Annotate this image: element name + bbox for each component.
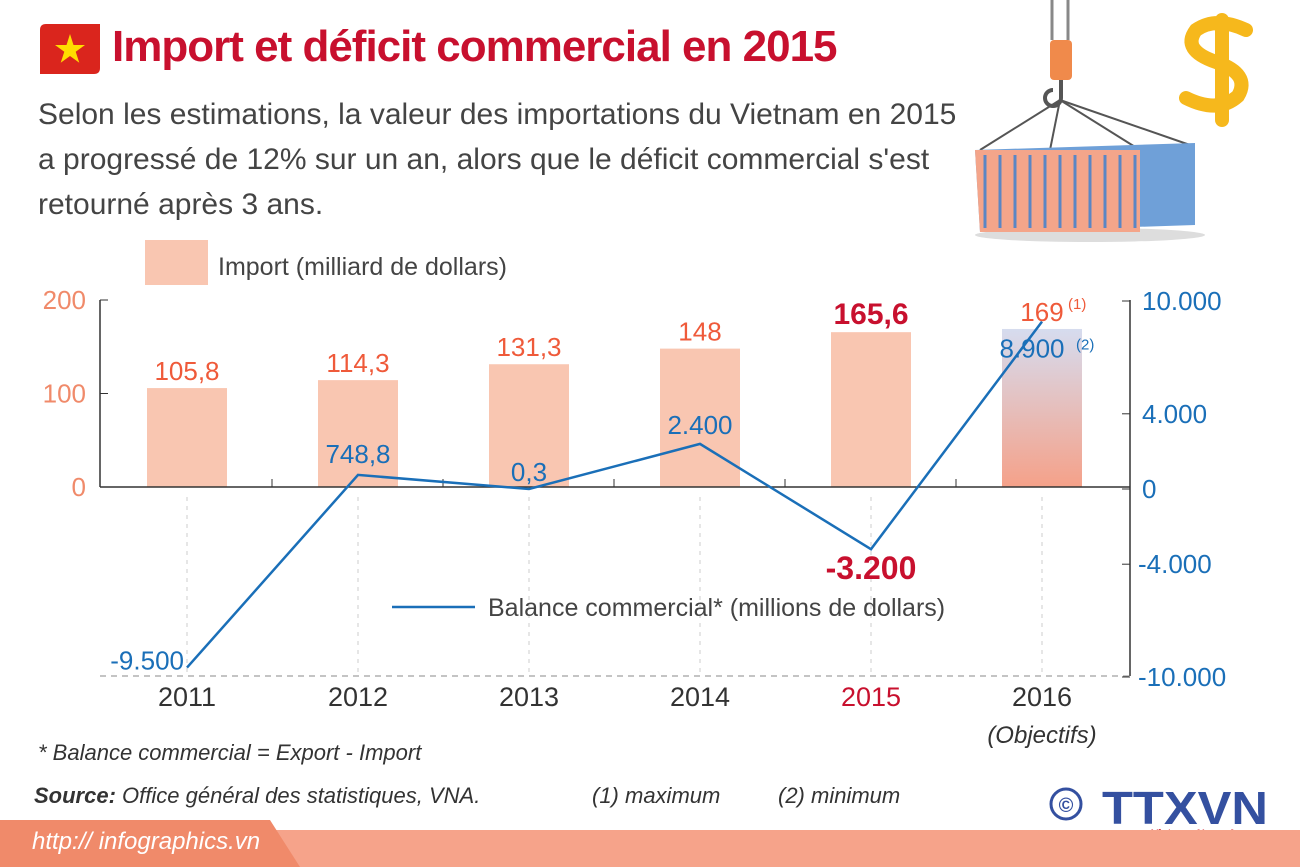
copyright-symbol: © <box>1059 795 1074 817</box>
container-crane-illustration <box>975 0 1253 242</box>
x-tick-label-2014: 2014 <box>670 682 730 712</box>
balance-label: 2.400 <box>667 410 732 440</box>
right-tick-label: 0 <box>1142 474 1156 504</box>
left-tick-label: 0 <box>72 472 86 502</box>
x-tick-label-2015: 2015 <box>841 682 901 712</box>
balance-label: 0,3 <box>511 457 547 487</box>
note-minimum: (2) minimum <box>778 783 901 808</box>
bar-label-note: (1) <box>1068 296 1086 313</box>
left-tick-label: 100 <box>43 379 86 409</box>
dollar-sign-icon <box>1179 13 1253 127</box>
source-text: Office général des statistiques, VNA. <box>115 783 481 808</box>
footer-bar <box>0 820 1300 867</box>
right-tick-label: -4.000 <box>1138 549 1212 579</box>
right-tick-label: 4.000 <box>1142 399 1207 429</box>
footnote: * Balance commercial = Export - Import <box>38 740 422 765</box>
bar-label: 114,3 <box>326 348 389 378</box>
left-tick-label: 200 <box>43 285 86 315</box>
bar-import-2014 <box>660 348 740 487</box>
x-tick-sublabel: (Objectifs) <box>987 722 1096 749</box>
bar-label: 105,8 <box>154 356 219 386</box>
balance-line <box>186 320 1043 669</box>
bar-label: 165,6 <box>833 298 908 331</box>
source-label: Source: <box>34 783 116 808</box>
bar-label: 148 <box>678 317 721 347</box>
note-maximum: (1) maximum <box>592 783 721 808</box>
bar-import-2011 <box>147 388 227 487</box>
right-tick-label: -10.000 <box>1138 662 1226 692</box>
page-title: Import et déficit commercial en 2015 <box>112 22 838 71</box>
legend-import-label: Import (milliard de dollars) <box>218 253 507 281</box>
balance-label: 8.900 <box>999 334 1064 364</box>
website-link[interactable]: http:// infographics.vn <box>32 828 261 855</box>
bar-import-2015 <box>831 332 911 487</box>
balance-label-note: (2) <box>1076 337 1094 354</box>
logo-text: TTXVN <box>1102 782 1268 834</box>
bar-import-2012 <box>318 380 398 487</box>
bar-import-2013 <box>489 364 569 487</box>
x-tick-label-2013: 2013 <box>499 682 559 712</box>
source: Source: Office général des statistiques,… <box>34 783 480 809</box>
balance-label: -3.200 <box>826 550 917 586</box>
legend-balance-label: Balance commercial* (millions de dollars… <box>488 594 945 622</box>
x-tick-label-2012: 2012 <box>328 682 388 712</box>
subtitle: Selon les estimations, la valeur des imp… <box>38 98 957 221</box>
right-tick-label: 10.000 <box>1142 286 1222 316</box>
balance-label: 748,8 <box>325 439 390 469</box>
legend-import-swatch <box>145 240 208 285</box>
bar-label: 131,3 <box>496 332 561 362</box>
x-tick-label-2011: 2011 <box>158 682 216 712</box>
x-tick-label-2016: 2016 <box>1012 682 1072 712</box>
balance-label: -9.500 <box>110 646 184 676</box>
vietnam-flag-icon <box>40 24 100 74</box>
